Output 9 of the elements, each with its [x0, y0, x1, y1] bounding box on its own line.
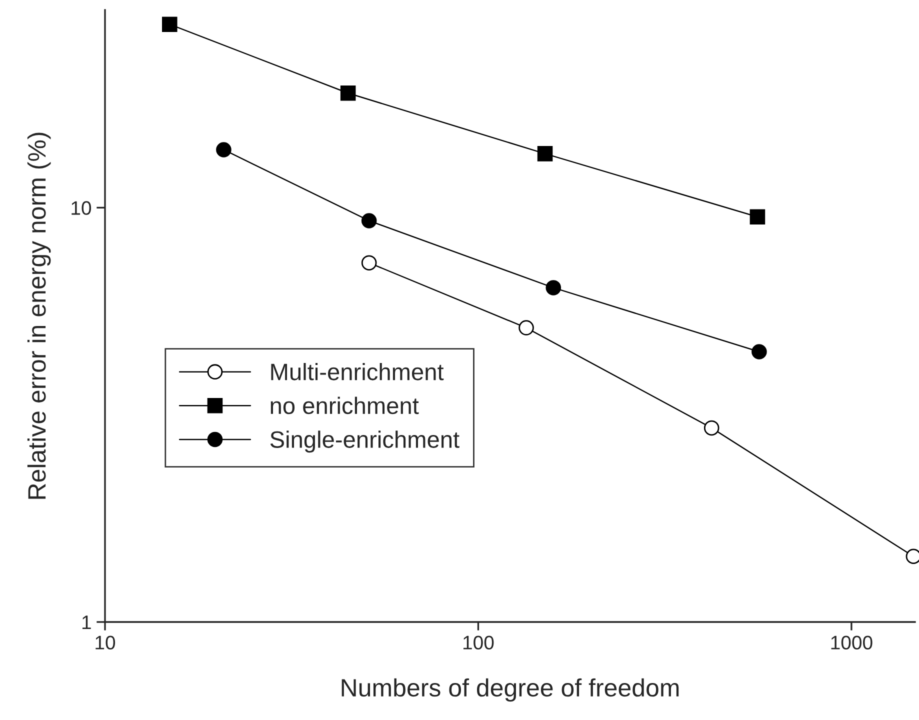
- legend-label: no enrichment: [270, 396, 419, 414]
- legend-label: Multi-enrichment: [271, 362, 444, 380]
- x-tick-label: 10: [96, 636, 116, 650]
- x-tick-label: 100: [463, 636, 494, 650]
- y-tick-label: 1: [82, 616, 91, 630]
- y-axis-title: Relative error in energy norm (%): [27, 132, 51, 499]
- legend-label: Single-enrichment: [270, 430, 460, 453]
- x-tick-label: 1000: [831, 636, 872, 650]
- x-axis-title: Numbers of degree of freedom: [342, 678, 679, 702]
